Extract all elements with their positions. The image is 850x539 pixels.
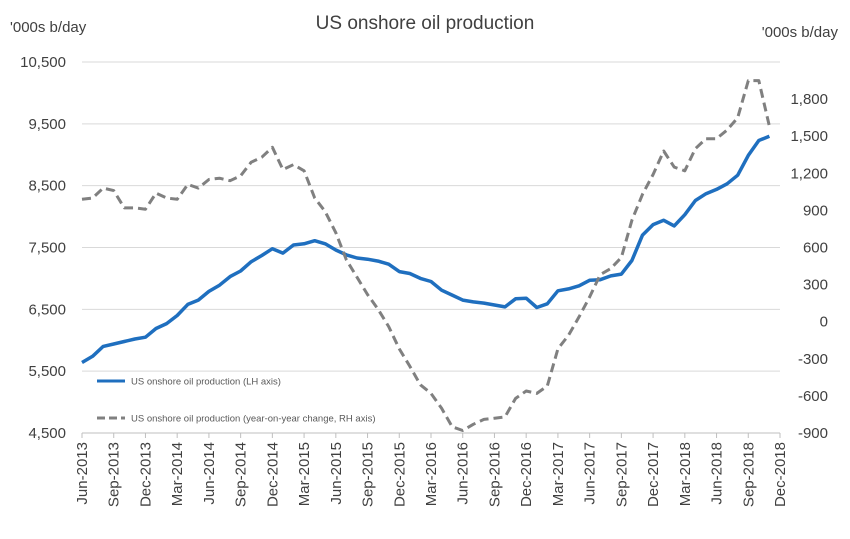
x-tick-label: Dec-2016 xyxy=(518,442,535,507)
right-tick-label: 1,200 xyxy=(790,165,828,182)
left-tick-label: 6,500 xyxy=(28,301,66,318)
right-axis-unit-label: '000s b/day xyxy=(762,24,839,41)
x-tick-label: Sep-2013 xyxy=(106,442,123,507)
x-tick-label: Dec-2014 xyxy=(264,442,281,507)
x-tick-label: Mar-2014 xyxy=(169,442,186,506)
right-tick-label: -600 xyxy=(798,388,828,405)
left-tick-label: 8,500 xyxy=(28,178,66,195)
x-tick-label: Dec-2015 xyxy=(391,442,408,507)
right-tick-label: 600 xyxy=(803,240,828,257)
x-tick-label: Sep-2017 xyxy=(613,442,630,507)
legend-label: US onshore oil production (year-on-year … xyxy=(131,414,375,425)
x-tick-label: Jun-2013 xyxy=(74,442,91,505)
chart-title: US onshore oil production xyxy=(316,13,535,34)
left-tick-label: 5,500 xyxy=(28,363,66,380)
left-axis: 10,500 9,500 8,500 7,500 6,500 5,500 4,500 xyxy=(20,54,66,442)
right-tick-label: 300 xyxy=(803,277,828,294)
right-tick-label: 1,500 xyxy=(790,128,828,145)
left-tick-label: 4,500 xyxy=(28,425,66,442)
x-tick-label: Jun-2015 xyxy=(328,442,345,505)
x-tick-label: Jun-2018 xyxy=(709,442,726,505)
x-tick-label: Sep-2018 xyxy=(740,442,757,507)
x-tick-label: Mar-2015 xyxy=(296,442,313,506)
left-tick-label: 9,500 xyxy=(28,116,66,133)
x-tick-label: Sep-2015 xyxy=(360,442,377,507)
x-tick-label: Mar-2017 xyxy=(550,442,567,506)
yoy-change-line xyxy=(81,79,771,432)
left-tick-label: 10,500 xyxy=(20,54,66,71)
right-tick-label: -300 xyxy=(798,351,828,368)
x-tick-label: Sep-2014 xyxy=(233,442,250,507)
x-tick-label: Dec-2017 xyxy=(645,442,662,507)
legend-label: US onshore oil production (LH axis) xyxy=(131,377,281,388)
x-tick-label: Dec-2013 xyxy=(137,442,154,507)
x-tick-label: Jun-2016 xyxy=(455,442,472,505)
x-tick-label: Mar-2018 xyxy=(677,442,694,506)
legend: US onshore oil production (LH axis) US on… xyxy=(97,377,375,425)
left-tick-label: 7,500 xyxy=(28,240,66,257)
gridlines xyxy=(82,61,780,434)
x-tick-label: Mar-2016 xyxy=(423,442,440,506)
right-tick-label: 1,800 xyxy=(790,91,828,108)
x-axis: Jun-2013 Sep-2013 Dec-2013 Mar-2014 Jun-2014… xyxy=(74,433,789,507)
right-axis: 1,800 1,500 1,200 900 600 300 0 -300 -600 -900 xyxy=(790,91,828,442)
x-tick-label: Jun-2017 xyxy=(582,442,599,505)
x-tick-label: Sep-2016 xyxy=(486,442,503,507)
right-tick-label: -900 xyxy=(798,425,828,442)
right-tick-label: 0 xyxy=(820,314,828,331)
left-axis-unit-label: '000s b/day xyxy=(10,19,87,36)
x-tick-label: Dec-2018 xyxy=(772,442,789,507)
production-line xyxy=(81,134,771,365)
right-tick-label: 900 xyxy=(803,202,828,219)
x-tick-label: Jun-2014 xyxy=(201,442,218,505)
series-lines xyxy=(81,79,771,432)
